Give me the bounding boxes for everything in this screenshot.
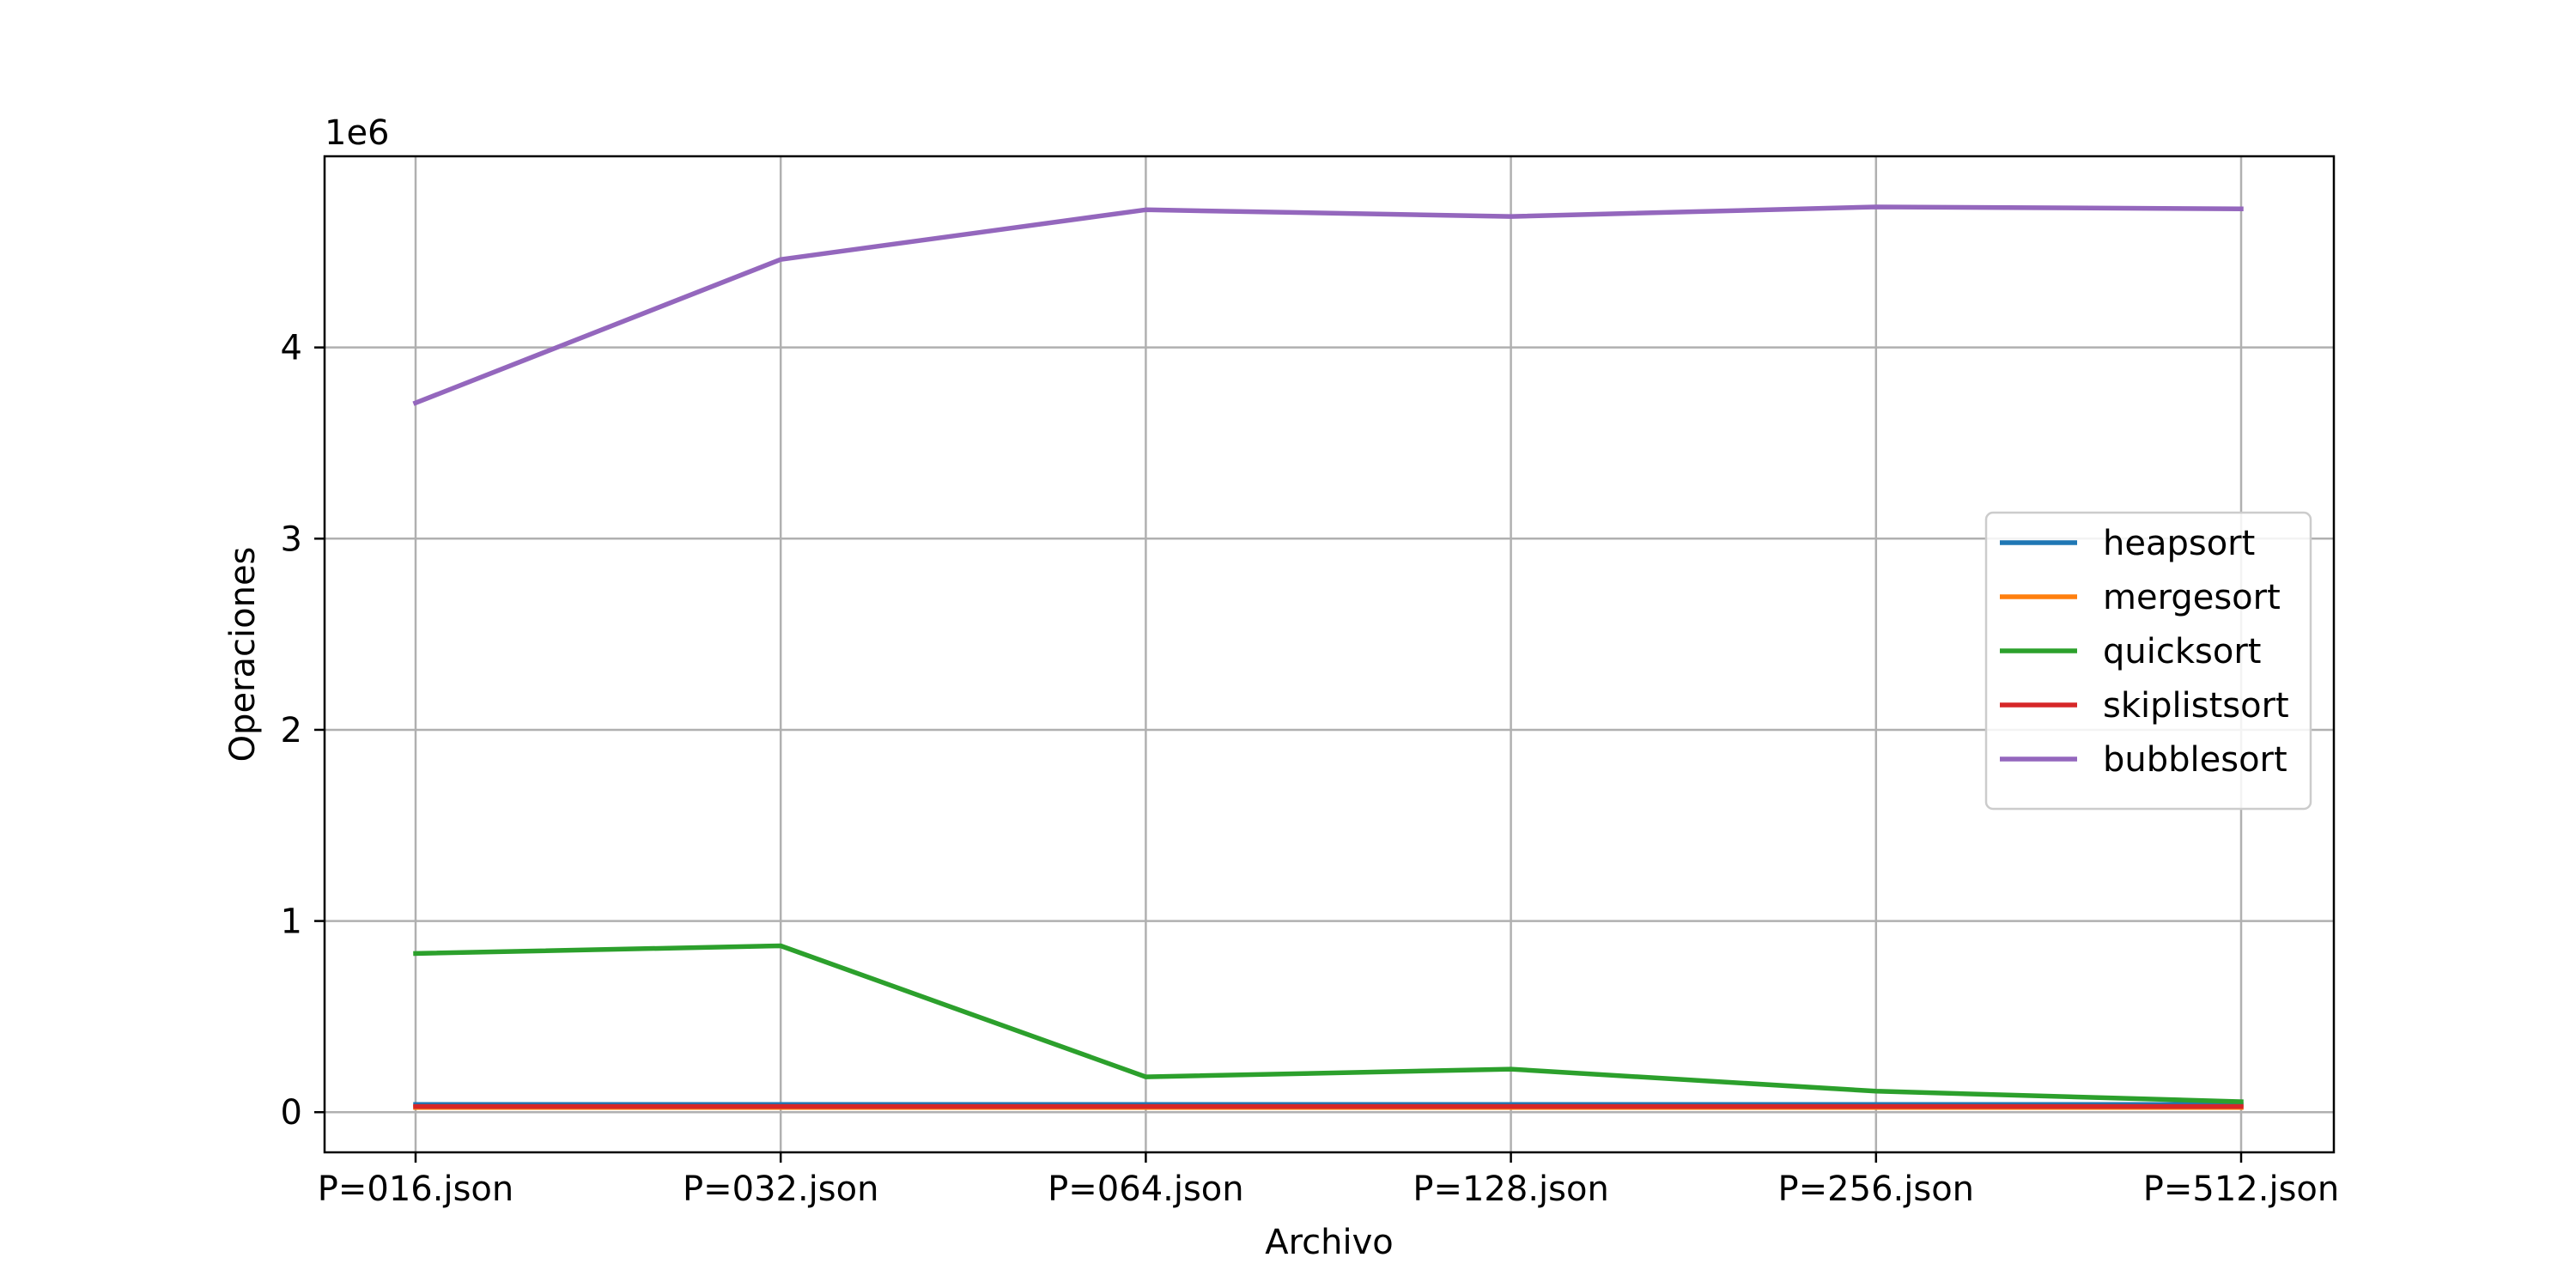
legend-label-heapsort: heapsort bbox=[2103, 524, 2255, 563]
y-offset-text: 1e6 bbox=[325, 113, 390, 153]
x-tick-label: P=032.json bbox=[683, 1170, 878, 1209]
y-tick-label: 0 bbox=[281, 1093, 302, 1133]
series-line-bubblesort bbox=[412, 204, 2244, 406]
legend-label-mergesort: mergesort bbox=[2103, 578, 2281, 617]
x-axis-title: Archivo bbox=[1265, 1223, 1394, 1262]
legend-box bbox=[1984, 511, 2312, 811]
series-lines bbox=[412, 204, 2244, 1110]
y-tick-label: 4 bbox=[281, 329, 302, 368]
y-tick-label: 2 bbox=[281, 711, 302, 750]
legend: heapsort mergesort quicksort skiplistsort bu… bbox=[1984, 511, 2312, 811]
x-tick-label: P=128.json bbox=[1413, 1170, 1608, 1209]
y-axis-title: Operaciones bbox=[223, 547, 263, 762]
legend-label-quicksort: quicksort bbox=[2103, 632, 2261, 671]
plot-frame bbox=[323, 155, 2336, 1154]
legend-label-bubblesort: bubblesort bbox=[2103, 740, 2287, 780]
x-tick-label: P=016.json bbox=[318, 1170, 513, 1209]
y-tick-label: 1 bbox=[281, 902, 302, 942]
axis-ticks: P=016.json P=032.json P=064.json P=128.json… bbox=[281, 329, 2340, 1209]
y-tick-label: 3 bbox=[281, 519, 302, 559]
series-line-quicksort bbox=[413, 943, 2244, 1104]
x-tick-label: P=512.json bbox=[2143, 1170, 2339, 1209]
legend-label-skiplistsort: skiplistsort bbox=[2103, 686, 2289, 726]
x-tick-label: P=064.json bbox=[1048, 1170, 1243, 1209]
x-tick-label: P=256.json bbox=[1778, 1170, 1974, 1209]
